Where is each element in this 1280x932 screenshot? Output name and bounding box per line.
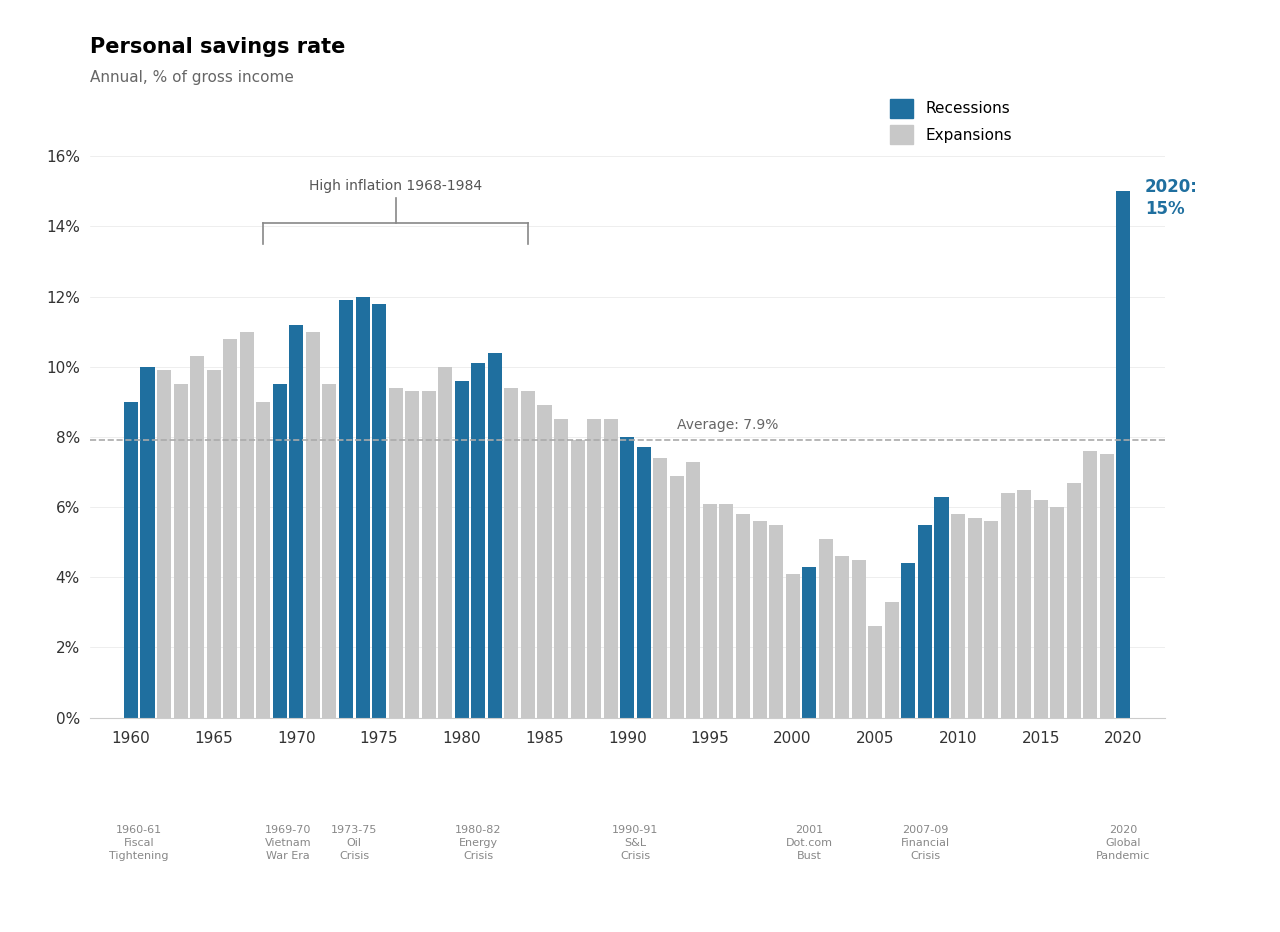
Bar bbox=[851, 560, 865, 718]
Bar bbox=[1001, 493, 1015, 718]
Bar bbox=[239, 332, 253, 718]
Text: 1980-82
Energy
Crisis: 1980-82 Energy Crisis bbox=[456, 825, 502, 861]
Bar bbox=[703, 503, 717, 718]
Text: 1973-75
Oil
Crisis: 1973-75 Oil Crisis bbox=[332, 825, 378, 861]
Text: Personal savings rate: Personal savings rate bbox=[90, 37, 346, 57]
Bar bbox=[1116, 191, 1130, 718]
Bar bbox=[339, 300, 353, 718]
Bar bbox=[868, 626, 882, 718]
Bar bbox=[289, 324, 303, 718]
Bar bbox=[571, 441, 585, 718]
Bar bbox=[223, 338, 237, 718]
Legend: Recessions, Expansions: Recessions, Expansions bbox=[891, 99, 1012, 144]
Bar bbox=[438, 367, 452, 718]
Bar bbox=[421, 391, 435, 718]
Bar bbox=[901, 563, 915, 718]
Bar bbox=[174, 384, 188, 718]
Bar bbox=[206, 370, 220, 718]
Text: Annual, % of gross income: Annual, % of gross income bbox=[90, 70, 293, 85]
Text: 1960-61
Fiscal
Tightening: 1960-61 Fiscal Tightening bbox=[110, 825, 169, 861]
Bar bbox=[554, 419, 568, 718]
Text: 2007-09
Financial
Crisis: 2007-09 Financial Crisis bbox=[900, 825, 950, 861]
Bar bbox=[273, 384, 287, 718]
Bar bbox=[1100, 455, 1114, 718]
Bar bbox=[124, 402, 138, 718]
Bar bbox=[769, 525, 783, 718]
Bar bbox=[653, 458, 667, 718]
Bar bbox=[157, 370, 172, 718]
Bar bbox=[191, 356, 204, 718]
Bar bbox=[454, 381, 468, 718]
Bar bbox=[141, 367, 155, 718]
Bar bbox=[753, 521, 767, 718]
Text: 2020:
15%: 2020: 15% bbox=[1144, 178, 1198, 218]
Bar bbox=[669, 475, 684, 718]
Bar bbox=[686, 461, 700, 718]
Bar bbox=[356, 296, 370, 718]
Text: 2020
Global
Pandemic: 2020 Global Pandemic bbox=[1096, 825, 1151, 861]
Bar bbox=[389, 388, 403, 718]
Text: 1990-91
S&L
Crisis: 1990-91 S&L Crisis bbox=[612, 825, 659, 861]
Bar bbox=[1066, 483, 1080, 718]
Bar bbox=[588, 419, 602, 718]
Bar bbox=[471, 363, 485, 718]
Bar bbox=[951, 514, 965, 718]
Bar bbox=[323, 384, 337, 718]
Bar bbox=[836, 556, 849, 718]
Bar bbox=[636, 447, 650, 718]
Bar bbox=[504, 388, 518, 718]
Bar bbox=[918, 525, 932, 718]
Bar bbox=[934, 497, 948, 718]
Text: High inflation 1968-1984: High inflation 1968-1984 bbox=[308, 179, 483, 193]
Bar bbox=[819, 539, 833, 718]
Bar bbox=[719, 503, 733, 718]
Bar bbox=[884, 602, 899, 718]
Text: Average: 7.9%: Average: 7.9% bbox=[677, 418, 778, 432]
Bar bbox=[786, 574, 800, 718]
Bar bbox=[968, 517, 982, 718]
Bar bbox=[538, 405, 552, 718]
Bar bbox=[256, 402, 270, 718]
Bar bbox=[1083, 451, 1097, 718]
Text: 1969-70
Vietnam
War Era: 1969-70 Vietnam War Era bbox=[265, 825, 311, 861]
Bar bbox=[621, 437, 634, 718]
Bar bbox=[1034, 500, 1048, 718]
Bar bbox=[1018, 489, 1032, 718]
Bar bbox=[406, 391, 419, 718]
Bar bbox=[736, 514, 750, 718]
Bar bbox=[1051, 507, 1064, 718]
Bar bbox=[604, 419, 618, 718]
Bar bbox=[984, 521, 998, 718]
Bar bbox=[372, 304, 387, 718]
Text: 2001
Dot.com
Bust: 2001 Dot.com Bust bbox=[786, 825, 833, 861]
Bar bbox=[488, 352, 502, 718]
Bar bbox=[521, 391, 535, 718]
Bar bbox=[306, 332, 320, 718]
Bar bbox=[803, 567, 817, 718]
